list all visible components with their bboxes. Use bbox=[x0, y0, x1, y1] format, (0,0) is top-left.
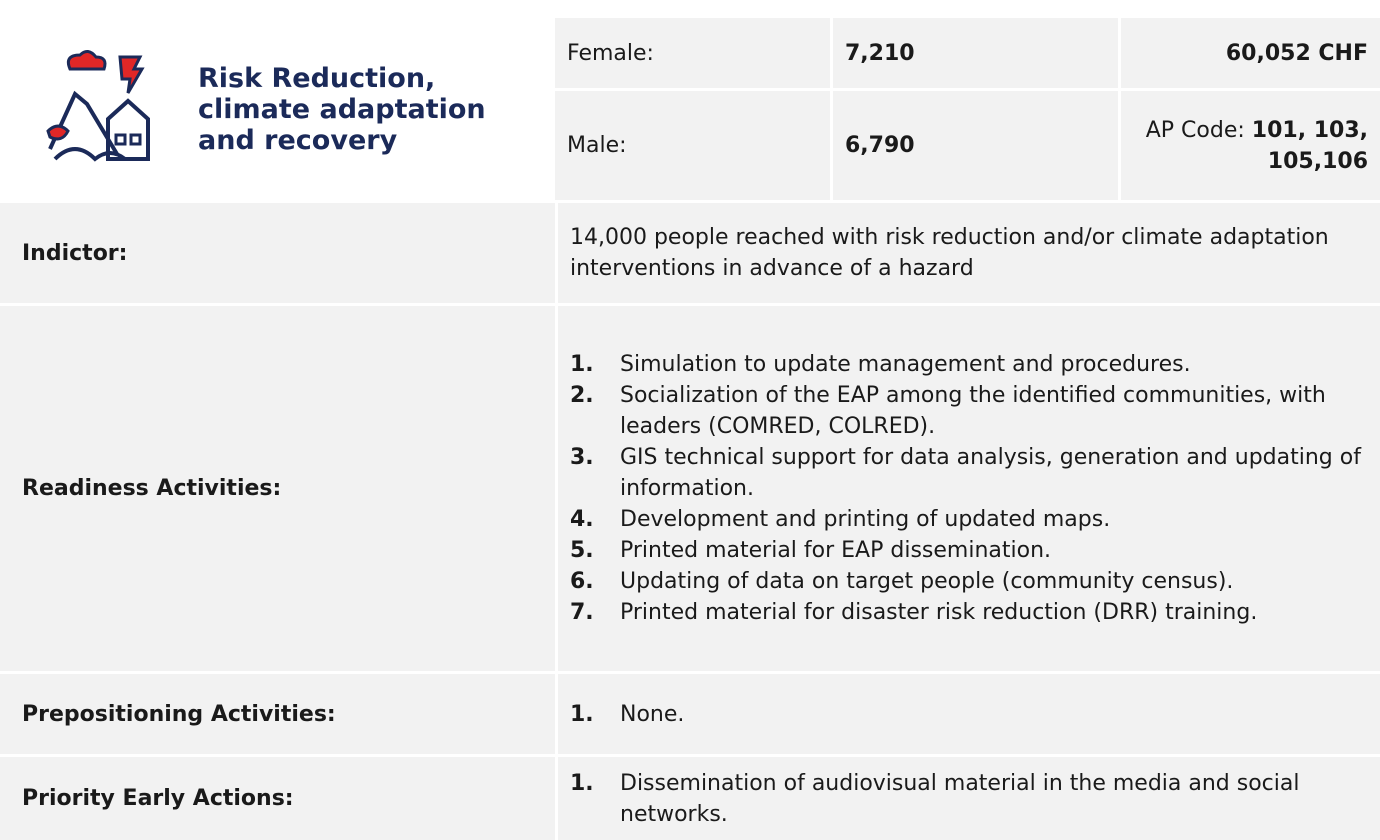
item-number: 6. bbox=[570, 569, 594, 594]
table-row: Readiness Activities: 1. Simulation to upd… bbox=[0, 303, 1380, 671]
male-value: 6,790 bbox=[833, 91, 1118, 200]
table-row: Indictor: 14,000 people reached with risk… bbox=[0, 200, 1380, 303]
list-item: 1. Simulation to update management and pr… bbox=[570, 349, 1368, 380]
item-number: 5. bbox=[570, 538, 594, 563]
row-content: 1. Dissemination of audiovisual material … bbox=[555, 757, 1380, 840]
ap-code-value: 101, 103, 105,106 bbox=[1251, 117, 1368, 174]
list-item: 7. Printed material for disaster risk red… bbox=[570, 597, 1368, 628]
item-number: 2. bbox=[570, 383, 594, 408]
row-content: 14,000 people reached with risk reductio… bbox=[555, 203, 1380, 303]
male-label: Male: bbox=[555, 91, 830, 200]
header-row: Risk Reduction, climate adaptation and r… bbox=[0, 18, 1380, 200]
header-left: Risk Reduction, climate adaptation and r… bbox=[0, 18, 555, 200]
item-number: 4. bbox=[570, 507, 594, 532]
row-text: 14,000 people reached with risk reductio… bbox=[570, 225, 1329, 281]
table-row: Priority Early Actions: 1. Dissemination o… bbox=[0, 754, 1380, 840]
hazard-icon bbox=[46, 50, 150, 162]
section-title: Risk Reduction, climate adaptation and r… bbox=[198, 62, 486, 156]
item-number: 3. bbox=[570, 445, 594, 470]
rows: Indictor: 14,000 people reached with risk… bbox=[0, 200, 1380, 840]
item-text: None. bbox=[620, 701, 685, 727]
item-text: Development and printing of updated maps… bbox=[620, 507, 1111, 532]
item-number: 1. bbox=[570, 770, 594, 796]
row-label: Readiness Activities: bbox=[0, 306, 555, 671]
list-item: 5. Printed material for EAP dissemination… bbox=[570, 535, 1368, 566]
item-number: 7. bbox=[570, 600, 594, 625]
item-text: Socialization of the EAP among the ident… bbox=[620, 383, 1326, 439]
item-text: Simulation to update management and proc… bbox=[620, 352, 1191, 377]
item-number: 1. bbox=[570, 701, 594, 727]
header-grid: Female: 7,210 60,052 CHF Male: 6,790 AP … bbox=[555, 18, 1380, 200]
table: Risk Reduction, climate adaptation and r… bbox=[0, 18, 1380, 840]
list-item: 6. Updating of data on target people (com… bbox=[570, 566, 1368, 597]
row-content: 1. Simulation to update management and pr… bbox=[555, 306, 1380, 671]
female-label: Female: bbox=[555, 18, 830, 88]
row-label: Indictor: bbox=[0, 203, 555, 303]
ap-code-label: AP Code: bbox=[1145, 117, 1245, 143]
list-item: 4. Development and printing of updated ma… bbox=[570, 504, 1368, 535]
item-text: GIS technical support for data analysis,… bbox=[620, 445, 1361, 501]
list-item: 1. Dissemination of audiovisual material … bbox=[570, 768, 1368, 830]
row-label: Prepositioning Activities: bbox=[0, 674, 555, 754]
item-text: Printed material for disaster risk reduc… bbox=[620, 600, 1258, 625]
row-content: 1. None. bbox=[555, 674, 1380, 754]
list-item: 1. None. bbox=[570, 699, 1368, 730]
ap-code: AP Code: 101, 103, 105,106 bbox=[1121, 91, 1380, 200]
list-item: 2. Socialization of the EAP among the ide… bbox=[570, 380, 1368, 442]
item-text: Printed material for EAP dissemination. bbox=[620, 538, 1052, 563]
female-value: 7,210 bbox=[833, 18, 1118, 88]
budget: 60,052 CHF bbox=[1121, 18, 1380, 88]
list-item: 3. GIS technical support for data analysi… bbox=[570, 442, 1368, 504]
table-row: Prepositioning Activities: 1. None. bbox=[0, 671, 1380, 754]
item-number: 1. bbox=[570, 352, 594, 377]
item-text: Dissemination of audiovisual material in… bbox=[620, 770, 1300, 827]
item-text: Updating of data on target people (commu… bbox=[620, 569, 1234, 594]
row-label: Priority Early Actions: bbox=[0, 757, 555, 840]
